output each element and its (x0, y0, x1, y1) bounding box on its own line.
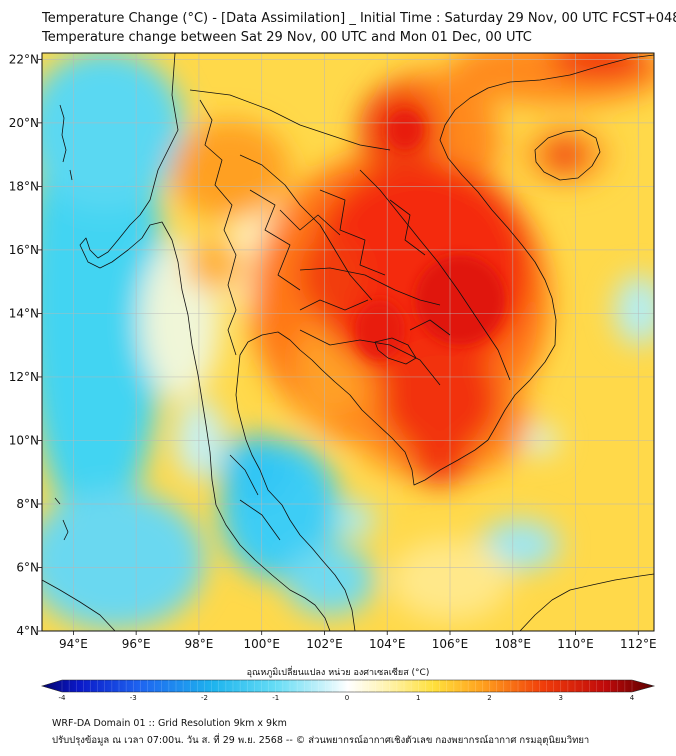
y-tick-label: 20°N (9, 116, 39, 130)
map-frame (41, 52, 655, 632)
footer-credit: ปรับปรุงข้อมูล ณ เวลา 07:00น. วัน ส. ที่… (52, 735, 590, 746)
coastlines-borders (42, 53, 654, 631)
temperature-field (42, 53, 654, 631)
colorbar-tick-label: 0 (345, 694, 349, 702)
y-tick-label: 6°N (16, 560, 39, 574)
y-tick-label: 8°N (16, 497, 39, 511)
colorbar-tick-label: -2 (201, 694, 208, 702)
colorbar-tick-label: 3 (559, 694, 563, 702)
border-provinces-4 (389, 199, 451, 336)
map-title: Temperature Change (°C) - [Data Assimila… (42, 11, 676, 26)
x-tick-label: 98°E (184, 637, 213, 651)
border-provinces-2 (319, 189, 386, 276)
border-myanmar-thai (199, 99, 237, 356)
colorbar-tick-label: -3 (130, 694, 137, 702)
x-tick-label: 112°E (620, 637, 657, 651)
y-tick-label: 12°N (9, 370, 39, 384)
x-tick-label: 94°E (59, 637, 88, 651)
border-provinces-3 (279, 209, 369, 311)
y-tick-label: 4°N (16, 624, 39, 638)
colorbar-tick-label: 4 (630, 694, 635, 702)
border-laos (239, 154, 373, 301)
colorbar-ramp (40, 679, 656, 693)
x-tick-label: 104°E (369, 637, 406, 651)
y-tick-label: 22°N (9, 52, 39, 66)
borneo-coast (519, 573, 654, 631)
colorbar-tick-label: -4 (59, 694, 67, 702)
hainan-island (534, 129, 601, 181)
border-vietnam (359, 169, 511, 381)
x-tick-label: 108°E (495, 637, 532, 651)
nicobar-islands (54, 497, 69, 541)
lat-lon-grid (42, 53, 654, 631)
x-axis: 94°E 96°E 98°E 100°E 102°E 104°E 106°E 108°E 110… (59, 631, 657, 651)
y-tick-label: 16°N (9, 243, 39, 257)
footer-model-info: WRF-DA Domain 01 :: Grid Resolution 9km … (52, 718, 287, 729)
border-china (189, 89, 391, 151)
y-tick-label: 10°N (9, 433, 39, 447)
sumatra-coast (42, 579, 116, 631)
colorbar: -4 -3 -2 -1 0 1 2 3 4 (40, 679, 656, 702)
andaman-islands (59, 104, 73, 181)
x-tick-label: 106°E (432, 637, 469, 651)
x-tick-label: 100°E (243, 637, 280, 651)
y-tick-label: 14°N (9, 306, 39, 320)
x-tick-label: 96°E (122, 637, 151, 651)
tonle-sap-lake (374, 337, 417, 365)
coastline-gulf (235, 54, 654, 631)
border-cambodia (299, 267, 441, 306)
border-provinces-1 (249, 189, 301, 291)
colorbar-title: อุณหภูมิเปลี่ยนแปลง หน่วย องศาเซลเซียส (… (246, 668, 430, 678)
x-tick-label: 110°E (557, 637, 594, 651)
map-subtitle: Temperature change between Sat 29 Nov, 0… (42, 30, 532, 45)
border-peninsula (229, 454, 281, 541)
y-axis: 22°N 20°N 18°N 16°N 14°N 12°N 10°N 8°N 6°N 4°N (9, 52, 42, 638)
x-tick-label: 102°E (306, 637, 343, 651)
colorbar-tick-label: 2 (487, 694, 491, 702)
coastline-west (79, 53, 331, 631)
colorbar-tick-label: 1 (416, 694, 420, 702)
colorbar-tick-label: -1 (272, 694, 279, 702)
y-tick-label: 18°N (9, 179, 39, 193)
